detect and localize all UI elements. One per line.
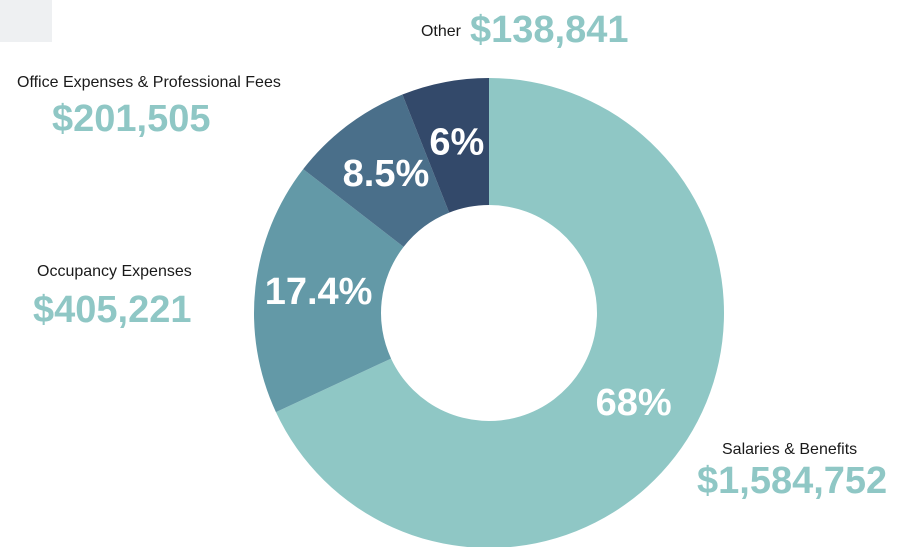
amount-label: $1,584,752 — [697, 460, 887, 502]
category-label: Salaries & Benefits — [722, 441, 857, 458]
category-label: Occupancy Expenses — [37, 263, 192, 280]
donut — [254, 78, 725, 547]
category-label: Other — [421, 23, 462, 40]
corner-panel — [0, 0, 52, 42]
amount-label: $405,221 — [33, 289, 192, 331]
amount-label: $138,841 — [470, 9, 629, 51]
value-label: 68% — [596, 382, 672, 424]
slice — [402, 78, 489, 213]
value-label: 17.4% — [265, 271, 373, 313]
slice — [303, 94, 450, 247]
value-label: 6% — [429, 122, 484, 164]
slice — [254, 169, 404, 413]
category-label: Office Expenses & Professional Fees — [17, 74, 281, 91]
amount-label: $201,505 — [52, 98, 211, 140]
slice — [275, 78, 725, 547]
value-label: 8.5% — [343, 153, 430, 195]
